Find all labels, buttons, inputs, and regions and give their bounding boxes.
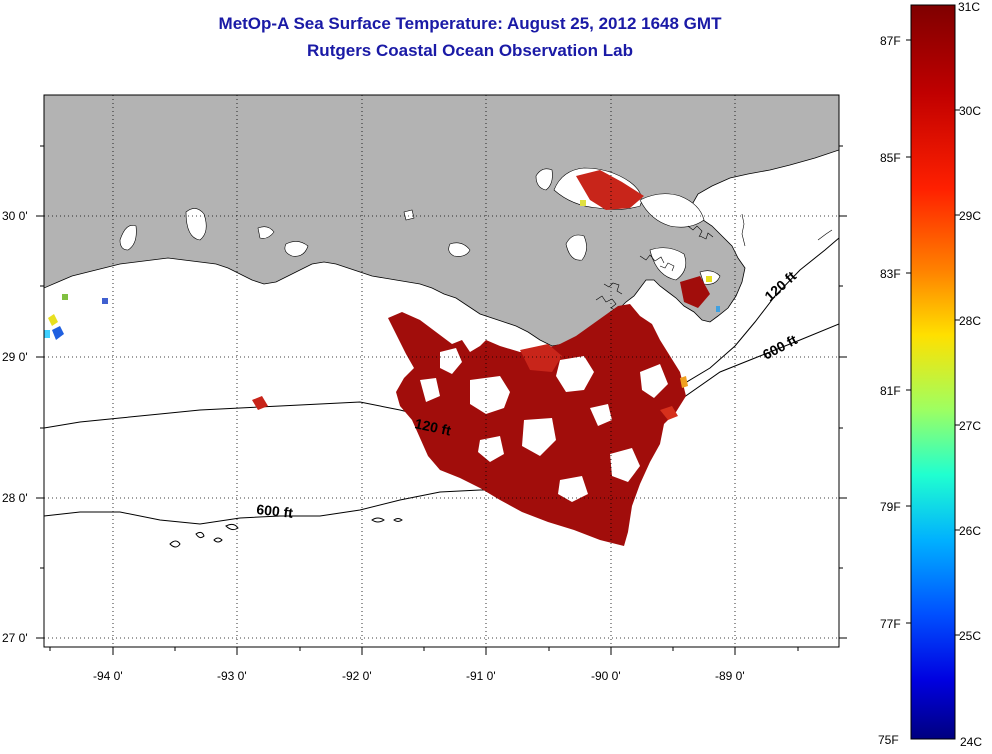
lat-label: 27 0' [2, 631, 28, 645]
colorbar-fahrenheit-label: 83F [880, 267, 901, 281]
contour-600ft [44, 323, 839, 525]
lon-label: -90 0' [591, 669, 621, 683]
lon-label: -92 0' [342, 669, 372, 683]
colorbar-celsius-label: 31C [958, 0, 980, 14]
colorbar-celsius-label: 30C [959, 104, 981, 118]
lat-label: 29 0' [2, 350, 28, 364]
colorbar-celsius-label: 29C [959, 209, 981, 223]
map-subtitle: Rutgers Coastal Ocean Observation Lab [307, 41, 633, 60]
temperature-colorbar [910, 4, 956, 740]
colorbar-celsius-label: 28C [959, 314, 981, 328]
colorbar-celsius-label: 26C [959, 524, 981, 538]
map-title: MetOp-A Sea Surface Temperature: August … [218, 14, 722, 33]
colorbar-celsius-label: 24C [960, 735, 982, 749]
lat-label: 30 0' [2, 209, 28, 223]
colorbar-fahrenheit-label: 81F [880, 384, 901, 398]
colorbar-fahrenheit-label: 79F [880, 500, 901, 514]
lon-label: -89 0' [715, 669, 745, 683]
lon-label: -93 0' [217, 669, 247, 683]
colorbar-fahrenheit-label: 85F [880, 151, 901, 165]
colorbar-fahrenheit-label: 77F [880, 617, 901, 631]
land-mass [44, 95, 839, 347]
colorbar-ticks [906, 39, 960, 636]
axis-ticks [36, 145, 847, 655]
contour-label-120ft: 120 ft [413, 415, 452, 438]
lon-label: -91 0' [466, 669, 496, 683]
lat-label: 28 0' [2, 491, 28, 505]
colorbar-celsius-label: 25C [959, 629, 981, 643]
colorbar-fahrenheit-label: 75F [878, 733, 899, 747]
map-frame [43, 94, 840, 648]
colorbar-celsius-label: 27C [959, 419, 981, 433]
colorbar-fahrenheit-label: 87F [880, 34, 901, 48]
map-gridlines [44, 95, 839, 647]
lon-label: -94 0' [93, 669, 123, 683]
sst-data [44, 170, 720, 546]
contour-label-600ft: 600 ft [256, 501, 294, 521]
